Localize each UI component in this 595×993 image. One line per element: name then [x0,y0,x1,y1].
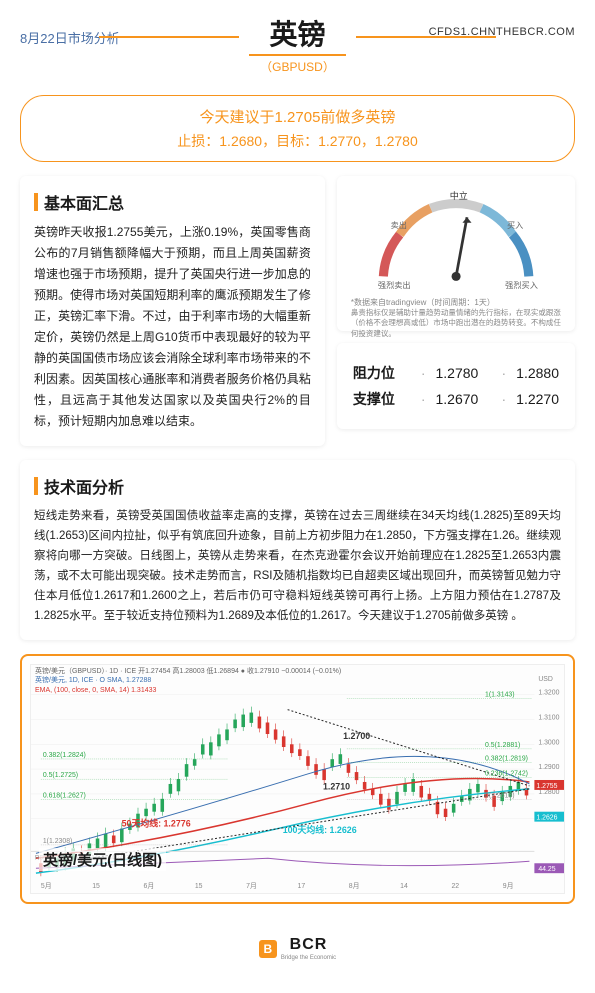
svg-text:15: 15 [195,883,203,890]
fundamental-body: 英镑昨天收报1.2755美元，上涨0.19%，英国零售商公布的7月销售额降幅大于… [34,222,311,432]
svg-text:14: 14 [400,883,408,890]
svg-text:100天均线: 1.2626: 100天均线: 1.2626 [283,824,357,835]
sentiment-gauge: 强烈卖出 卖出 中立 买入 强烈买入 [351,190,561,290]
sentiment-gauge-card: 强烈卖出 卖出 中立 买入 强烈买入 *数据来自tradingview（时间周期… [337,176,575,331]
header: 8月22日市场分析 CFDS1.CHNTHEBCR.COM 英镑 （GBPUSD… [0,0,595,83]
svg-text:强烈买入: 强烈买入 [505,281,538,290]
svg-text:8月: 8月 [349,882,360,890]
daily-chart: 英镑/美元（GBPUSD）· 1D · ICE 开1.27454 高1.2800… [30,664,565,894]
svg-text:0.5(1.2881): 0.5(1.2881) [485,742,520,749]
recommendation-levels: 止损：1.2680，目标：1.2770，1.2780 [41,131,554,151]
svg-text:50天均线: 1.2776: 50天均线: 1.2776 [122,818,191,829]
technical-card: 技术面分析 短线走势来看，英镑受英国国债收益率走高的支撑，英镑在过去三周继续在3… [20,460,575,641]
fundamental-card: 基本面汇总 英镑昨天收报1.2755美元，上涨0.19%，英国零售商公布的7月销… [20,176,325,446]
support-row: 支撑位 · 1.2670 · 1.2270 [353,389,559,409]
svg-text:0(1.2618): 0(1.2618) [485,793,515,800]
recommendation-box: 今天建议于1.2705前做多英镑 止损：1.2680，目标：1.2770，1.2… [20,95,575,162]
svg-text:1.3200: 1.3200 [538,690,559,697]
recommendation-action: 今天建议于1.2705前做多英镑 [41,106,554,127]
logo-tagline: Bridge the Economic [281,955,336,961]
svg-text:0.618(1.2627): 0.618(1.2627) [43,793,86,800]
svg-text:1.2900: 1.2900 [538,764,559,771]
svg-text:0.382(1.2824): 0.382(1.2824) [43,752,86,759]
svg-text:强烈卖出: 强烈卖出 [378,280,411,290]
svg-text:1(1.2308): 1(1.2308) [43,838,73,845]
svg-text:买入: 买入 [507,221,523,230]
resistance-row: 阻力位 · 1.2780 · 1.2880 [353,363,559,383]
support-label: 支撑位 [353,389,411,409]
instrument-title: 英镑 [249,18,345,56]
svg-text:USD: USD [538,676,553,683]
gauge-source-note: *数据来自tradingview（时间周期：1天） [351,297,561,308]
svg-text:15: 15 [92,883,100,890]
svg-text:9月: 9月 [503,882,514,890]
chart-card: 英镑/美元（GBPUSD）· 1D · ICE 开1.27454 高1.2800… [20,654,575,904]
logo-mark-icon: B [259,940,277,958]
resistance-v2: 1.2880 [516,365,559,381]
levels-card: 阻力位 · 1.2780 · 1.2880 支撑位 · 1.2670 · 1.2… [337,343,575,429]
svg-text:1.2626: 1.2626 [536,815,557,822]
svg-text:44.25: 44.25 [538,867,555,874]
svg-text:1.2755: 1.2755 [536,783,557,790]
resistance-label: 阻力位 [353,363,411,383]
gauge-disclaimer: 鼻贵指标仅是辅助计量趋势动量情绪的先行指标，在现实或跟涨（价格不会理想高或低）市… [351,308,561,340]
svg-text:1.2710: 1.2710 [323,782,350,792]
fundamental-title: 基本面汇总 [34,190,311,214]
svg-text:1.3100: 1.3100 [538,715,559,722]
logo-text: BCR [281,936,336,954]
support-v1: 1.2670 [436,391,492,407]
chart-caption: 英镑/美元(日线图) [39,848,166,871]
resistance-v1: 1.2780 [436,365,492,381]
svg-text:17: 17 [298,883,306,890]
support-v2: 1.2270 [516,391,559,407]
svg-text:1.2700: 1.2700 [343,731,370,741]
svg-text:5月: 5月 [41,882,52,890]
svg-text:中立: 中立 [450,190,468,201]
instrument-ticker: （GBPUSD） [20,58,575,75]
svg-text:0.382(1.2819): 0.382(1.2819) [485,756,528,763]
svg-text:1(1.3143): 1(1.3143) [485,692,515,699]
technical-body: 短线走势来看，英镑受英国国债收益率走高的支撑，英镑在过去三周继续在34天均线(1… [34,506,561,627]
svg-text:6月: 6月 [144,882,155,890]
technical-title: 技术面分析 [34,474,561,498]
chart-meta: 英镑/美元（GBPUSD）· 1D · ICE 开1.27454 高1.2800… [35,667,341,694]
svg-text:0.5(1.2725): 0.5(1.2725) [43,773,78,780]
svg-text:1.3000: 1.3000 [538,740,559,747]
svg-text:7月: 7月 [246,882,257,890]
svg-text:卖出: 卖出 [390,220,406,230]
svg-text:22: 22 [451,883,459,890]
footer-logo: B BCR Bridge the Economic [259,936,336,961]
svg-text:0.236(1.2742): 0.236(1.2742) [485,771,528,778]
